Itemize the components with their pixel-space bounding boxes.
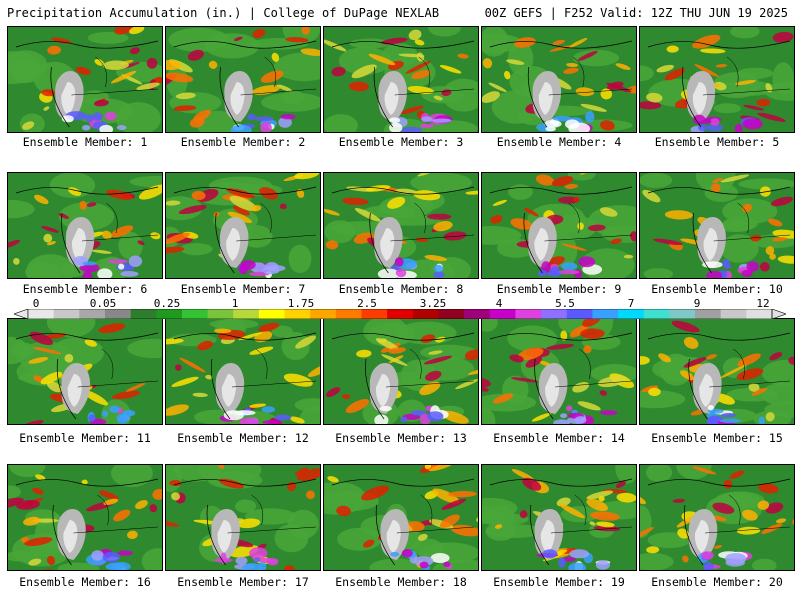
colorbar-segment	[643, 309, 670, 319]
ensemble-member-label: Ensemble Member: 14	[493, 431, 625, 445]
colorbar-segment	[387, 309, 414, 319]
ensemble-member-label: Ensemble Member: 20	[651, 575, 783, 589]
colorbar-tick-label: 0	[32, 297, 40, 310]
colorbar-segment	[361, 309, 388, 319]
ensemble-member-map	[323, 464, 479, 571]
colorbar-segment	[746, 309, 773, 319]
ensemble-member-label: Ensemble Member: 11	[19, 431, 151, 445]
colorbar-segment	[592, 309, 619, 319]
colorbar-segment	[464, 309, 491, 319]
colorbar-tick-label: 0.25	[153, 297, 181, 310]
ensemble-member-label: Ensemble Member: 9	[496, 282, 622, 296]
ensemble-member-map	[323, 26, 479, 133]
colorbar-segment	[104, 309, 132, 319]
ensemble-member-map	[165, 464, 321, 571]
colorbar-segment	[515, 309, 542, 319]
ensemble-member-label: Ensemble Member: 1	[22, 135, 148, 149]
ensemble-member-map	[7, 172, 163, 279]
ensemble-member-label: Ensemble Member: 19	[493, 575, 625, 589]
ensemble-member-map	[481, 172, 637, 279]
colorbar-segment	[181, 309, 209, 319]
map-title: Precipitation Accumulation (in.) | Colle…	[7, 6, 440, 20]
ensemble-member-map	[481, 26, 637, 133]
colorbar-segment	[618, 309, 645, 319]
colorbar-tick-label: 3.25	[419, 297, 447, 310]
colorbar-segment	[566, 309, 593, 319]
ensemble-member-label: Ensemble Member: 6	[22, 282, 148, 296]
ensemble-member-label: Ensemble Member: 8	[338, 282, 464, 296]
ensemble-member-map	[165, 172, 321, 279]
colorbar-tick-label: 2.5	[357, 297, 377, 310]
colorbar-left-arrow	[14, 309, 29, 319]
ensemble-member-label: Ensemble Member: 16	[19, 575, 151, 589]
colorbar-tick-label: 1	[231, 297, 239, 310]
colorbar-segment	[130, 309, 157, 319]
colorbar-segment	[258, 309, 286, 319]
colorbar-segment	[79, 309, 106, 319]
ensemble-member-map	[7, 464, 163, 571]
ensemble-member-label: Ensemble Member: 2	[180, 135, 306, 149]
ensemble-member-map	[639, 464, 795, 571]
ensemble-member-map	[165, 318, 321, 425]
colorbar-segment	[695, 309, 722, 319]
ensemble-member-label: Ensemble Member: 18	[335, 575, 467, 589]
ensemble-member-map	[639, 172, 795, 279]
ensemble-member-map	[481, 318, 637, 425]
colorbar-segment	[669, 309, 696, 319]
ensemble-member-map	[7, 318, 163, 425]
ensemble-member-map	[165, 26, 321, 133]
colorbar-tick-label: 9	[693, 297, 701, 310]
valid-time: 00Z GEFS | F252 Valid: 12Z THU JUN 19 20…	[484, 6, 788, 20]
ensemble-member-map	[639, 26, 795, 133]
ensemble-member-map	[481, 464, 637, 571]
colorbar-segment	[310, 309, 337, 319]
ensemble-member-label: Ensemble Member: 4	[496, 135, 622, 149]
ensemble-member-label: Ensemble Member: 7	[180, 282, 306, 296]
colorbar-segment	[233, 309, 260, 319]
colorbar-segment	[541, 309, 568, 319]
colorbar-tick-label: 7	[627, 297, 635, 310]
colorbar-right-arrow	[771, 309, 786, 319]
ensemble-member-label: Ensemble Member: 15	[651, 431, 783, 445]
colorbar-tick-label: 4	[495, 297, 503, 310]
colorbar-segment	[412, 309, 439, 319]
ensemble-member-label: Ensemble Member: 17	[177, 575, 309, 589]
ensemble-member-label: Ensemble Member: 12	[177, 431, 309, 445]
colorbar-tick-label: 12	[756, 297, 770, 310]
ensemble-member-label: Ensemble Member: 10	[651, 282, 783, 296]
ensemble-member-label: Ensemble Member: 5	[654, 135, 780, 149]
colorbar-segment	[335, 309, 363, 319]
colorbar-segment	[284, 309, 311, 319]
colorbar-tick-label: 1.75	[287, 297, 315, 310]
colorbar-segment	[438, 309, 465, 319]
ensemble-member-label: Ensemble Member: 3	[338, 135, 464, 149]
colorbar-segment	[720, 309, 747, 319]
colorbar-segment	[156, 309, 183, 319]
ensemble-member-map	[7, 26, 163, 133]
colorbar-segment	[489, 309, 516, 319]
colorbar-tick-label: 5.5	[555, 297, 575, 310]
colorbar-segment	[207, 309, 234, 319]
ensemble-member-map	[323, 172, 479, 279]
ensemble-member-map	[639, 318, 795, 425]
precip-colorbar	[14, 309, 786, 319]
colorbar-tick-label: 0.05	[89, 297, 117, 310]
colorbar-segment	[53, 309, 80, 319]
ensemble-member-map	[323, 318, 479, 425]
ensemble-member-label: Ensemble Member: 13	[335, 431, 467, 445]
colorbar-segment	[28, 309, 55, 319]
